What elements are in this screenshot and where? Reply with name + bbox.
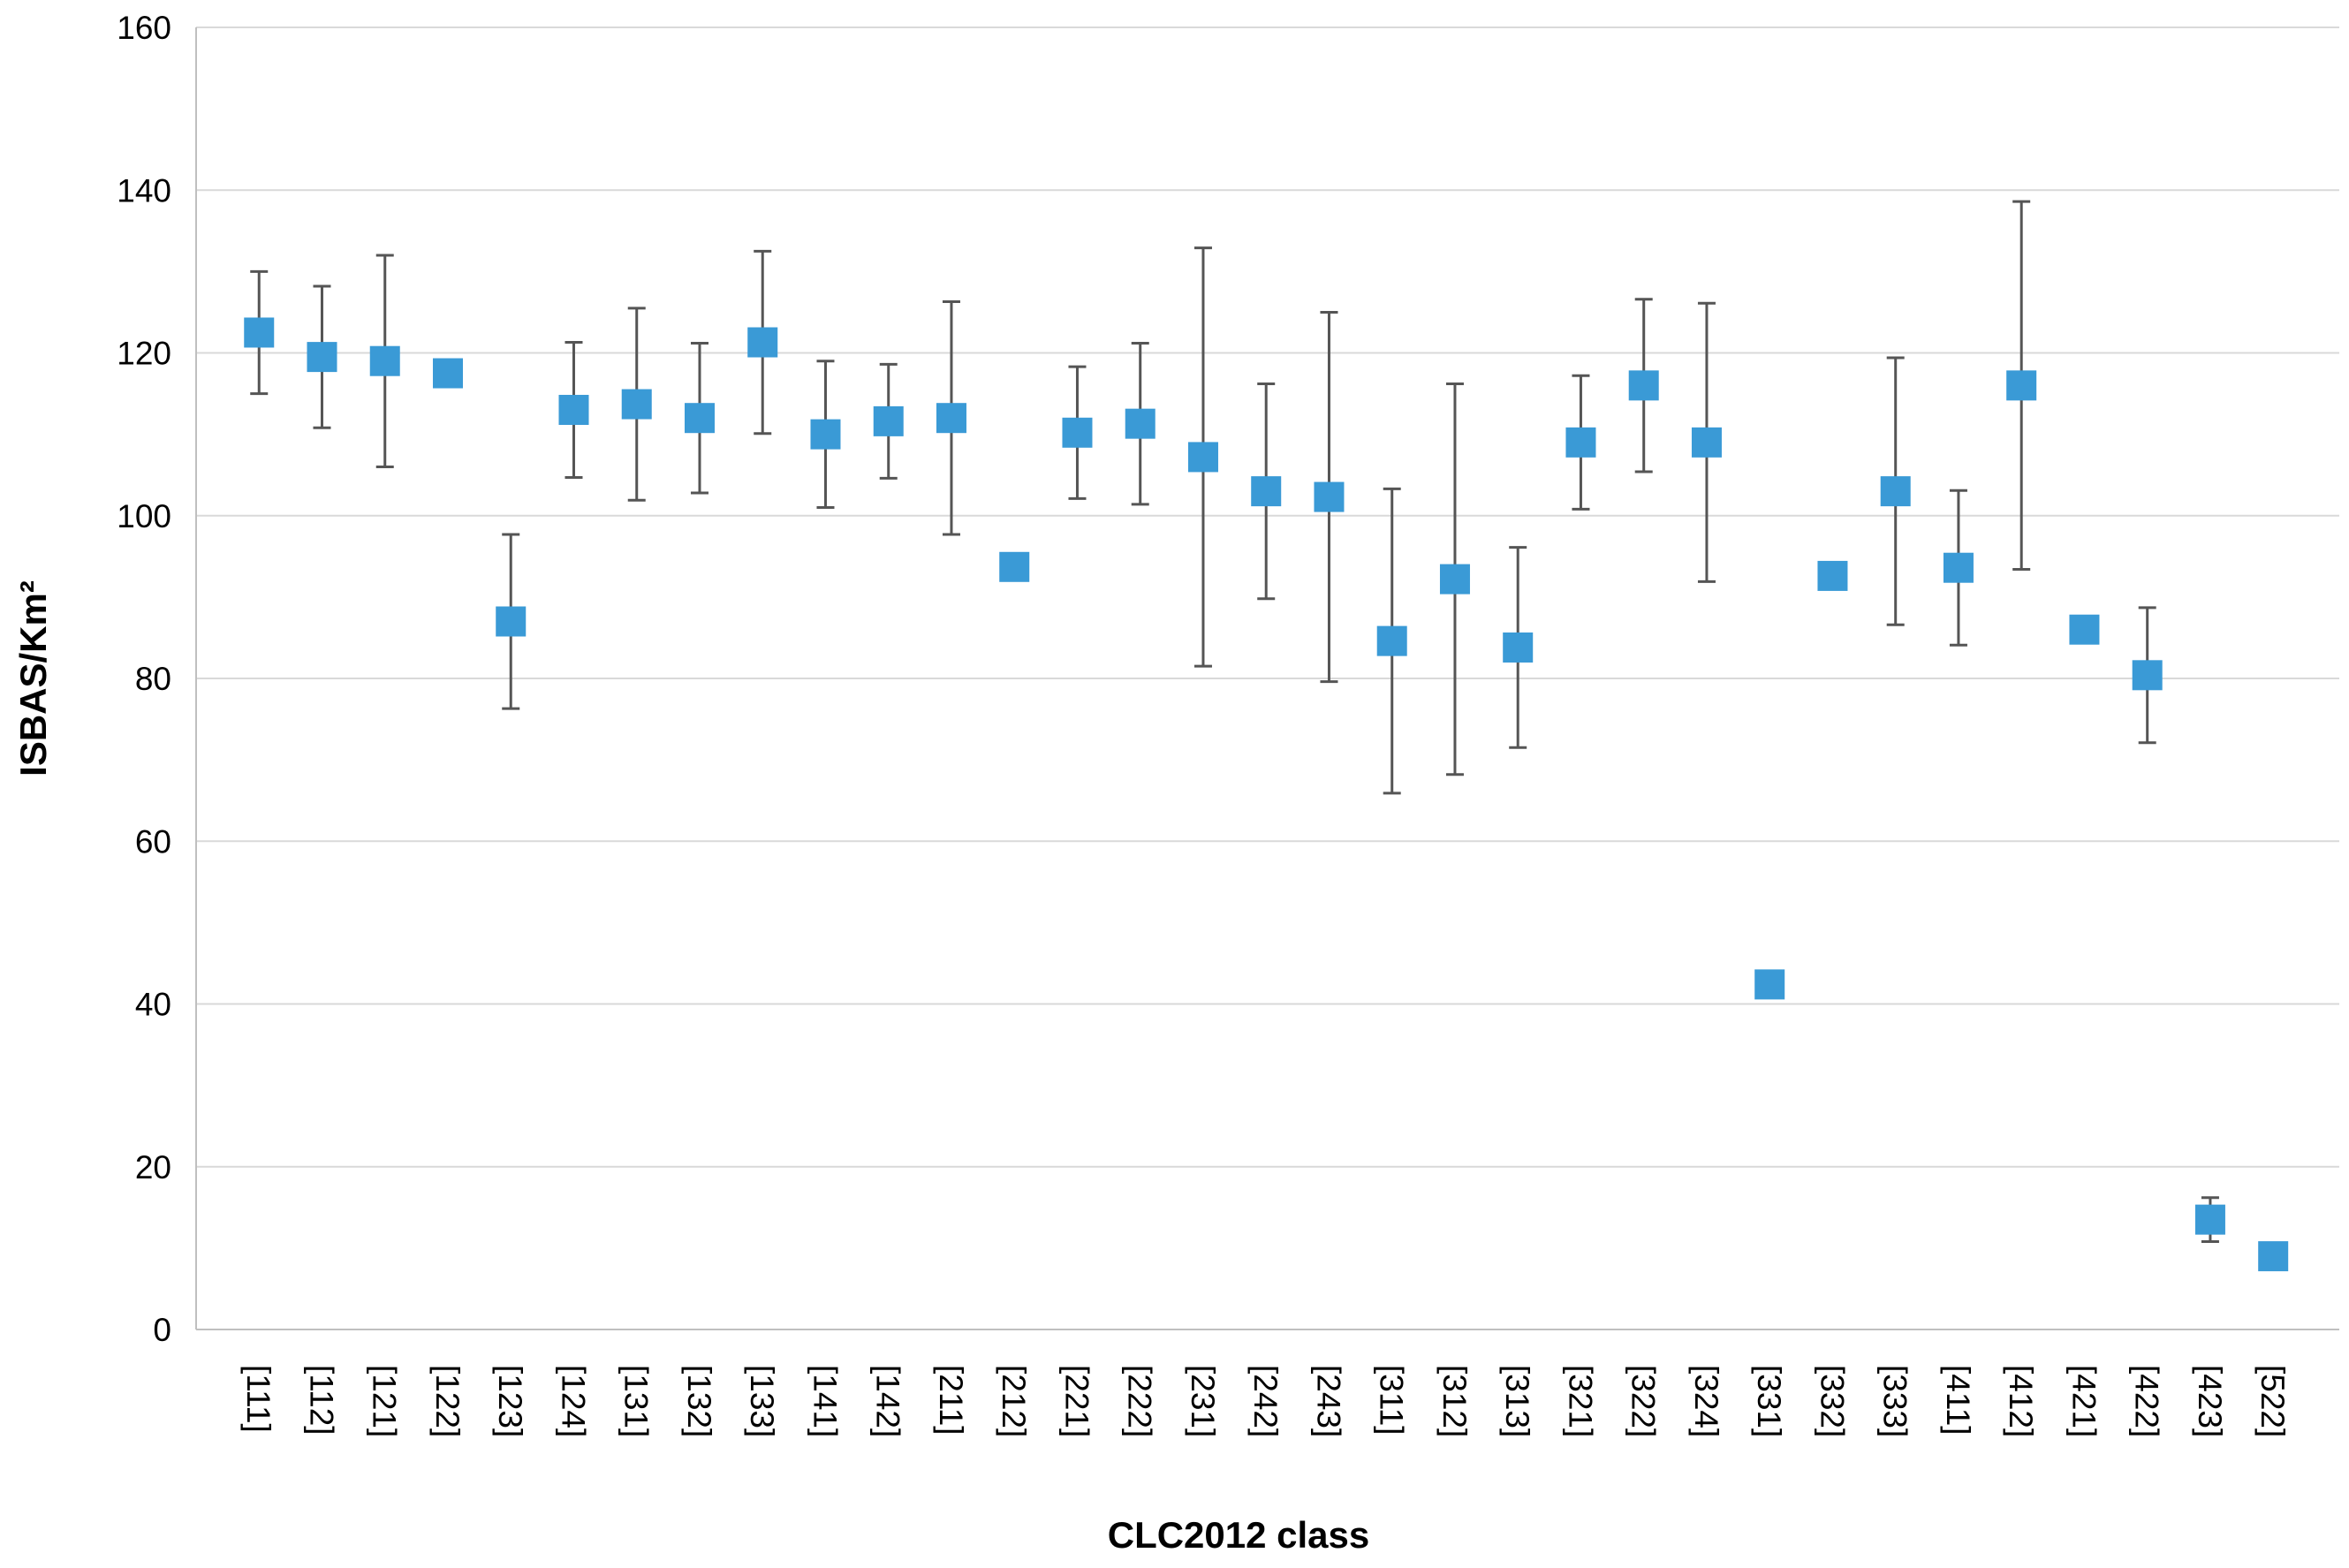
x-tick-label: [141] [807,1365,843,1437]
x-tick-label: [412] [2003,1365,2039,1437]
marker [747,327,778,358]
x-tick-label: [111] [240,1365,277,1433]
marker [1691,427,1722,458]
x-tick-label: [522] [2254,1365,2291,1437]
x-tick-label: [242] [1247,1365,1284,1437]
y-tick-label: 80 [135,661,171,697]
x-axis-title: CLC2012 class [1108,1514,1370,1556]
marker [1817,560,1848,591]
x-tick-label: [132] [681,1365,717,1437]
marker [1125,408,1156,439]
marker [307,342,337,373]
x-tick-label: [423] [2192,1365,2228,1437]
marker [1439,564,1470,595]
y-tick-label: 100 [117,498,171,534]
marker [1880,476,1911,507]
x-tick-label: [322] [1625,1365,1662,1437]
x-tick-label: [311] [1374,1365,1410,1435]
y-tick-label: 20 [135,1149,171,1185]
marker [1062,417,1093,448]
marker [1376,625,1407,656]
x-tick-label: [121] [367,1365,403,1437]
x-tick-label: [142] [870,1365,906,1437]
marker [621,389,652,420]
x-tick-label: [133] [744,1365,780,1437]
x-tick-label: [122] [429,1365,466,1437]
x-tick-label: [124] [555,1365,591,1437]
x-tick-label: [331] [1751,1365,1787,1437]
marker [810,419,841,450]
x-tick-label: [333] [1877,1365,1913,1437]
marker [1754,969,1785,1000]
marker [1251,476,1282,507]
marker [432,358,463,389]
x-tick-label: [211] [933,1365,969,1435]
marker [369,345,400,376]
x-tick-label: [212] [996,1365,1032,1437]
marker [1565,427,1596,458]
y-axis-title: ISBAS/Km² [12,580,54,776]
y-tick-label: 40 [135,987,171,1023]
marker [2006,370,2037,401]
marker [1503,632,1534,663]
x-tick-label: [332] [1814,1365,1850,1437]
marker [244,317,275,348]
x-tick-label: [231] [1185,1365,1221,1437]
marker [1187,442,1218,473]
x-tick-label: [131] [618,1365,655,1437]
y-tick-label: 60 [135,823,171,860]
marker [496,606,527,637]
marker [1628,370,1659,401]
x-tick-label: [123] [492,1365,528,1437]
y-tick-label: 160 [117,10,171,46]
x-tick-label: [421] [2065,1365,2102,1437]
marker [684,403,715,434]
marker [2132,660,2163,691]
marker [2069,614,2100,645]
y-tick-label: 0 [153,1312,171,1348]
x-tick-label: [222] [1122,1365,1158,1437]
marker [1943,552,1974,583]
x-tick-label: [312] [1436,1365,1473,1437]
marker [873,405,904,436]
marker [558,394,589,425]
marker [2194,1204,2225,1235]
marker [936,403,966,434]
x-tick-label: [321] [1562,1365,1598,1437]
y-tick-label: 140 [117,172,171,208]
x-tick-label: [411] [1940,1365,1976,1435]
marker [2258,1241,2289,1272]
marker [999,551,1030,582]
x-tick-label: [221] [1058,1365,1095,1437]
x-tick-label: [112] [303,1365,339,1435]
marker [1314,481,1345,512]
x-tick-label: [324] [1688,1365,1724,1437]
x-tick-label: [422] [2129,1365,2165,1437]
y-tick-label: 120 [117,336,171,372]
x-tick-label: [313] [1499,1365,1535,1437]
x-tick-label: [243] [1310,1365,1346,1437]
